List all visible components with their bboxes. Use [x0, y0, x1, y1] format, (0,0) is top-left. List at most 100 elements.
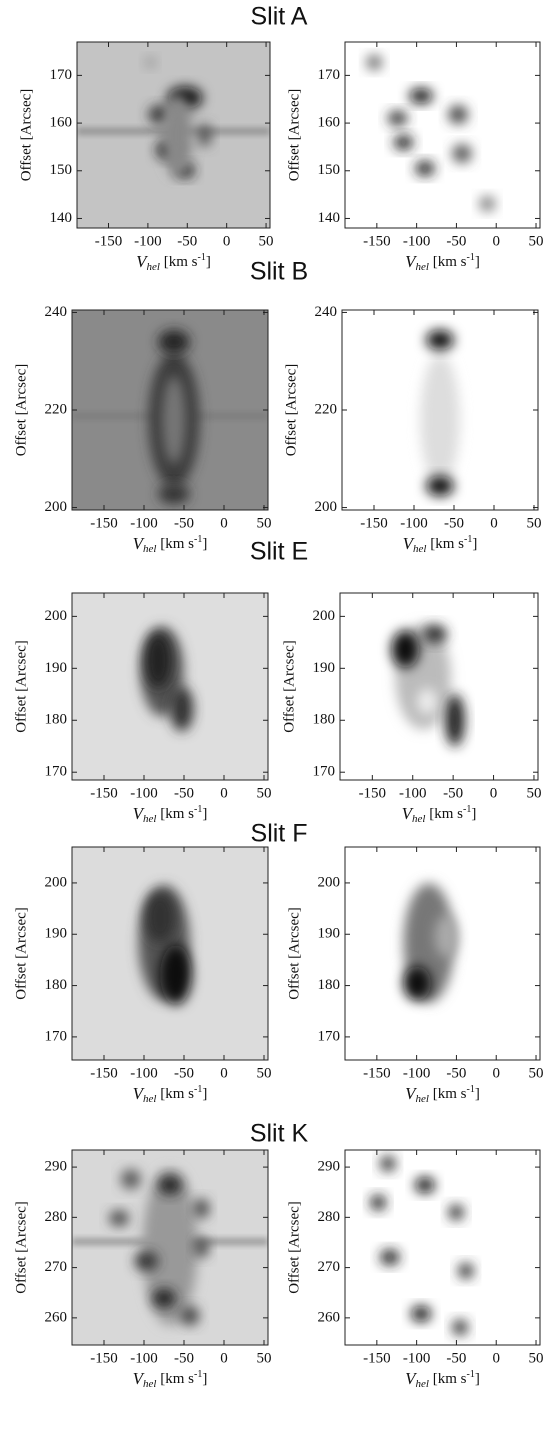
x-tick-label: -150 — [360, 515, 388, 531]
y-tick-label: 220 — [315, 401, 338, 417]
x-tick-label: 0 — [492, 1350, 500, 1366]
x-axis-label: Vhel [km s-1] — [402, 804, 477, 825]
y-tick-label: 140 — [318, 210, 341, 226]
y-tick-label: 200 — [315, 499, 338, 515]
x-tick-label: 0 — [223, 233, 231, 249]
emission-blob — [452, 1319, 468, 1336]
pv-image — [72, 310, 268, 510]
y-axis-label: Offset [Arcsec] — [13, 364, 29, 457]
row-title: Slit B — [250, 258, 308, 286]
x-label-part: V — [405, 252, 418, 271]
x-label-part: hel — [143, 1093, 156, 1105]
x-label-part: V — [405, 1369, 418, 1388]
plot-frame — [339, 592, 539, 781]
emission-blob — [415, 161, 435, 176]
y-tick-label: 270 — [45, 1259, 68, 1275]
emission-blob — [391, 630, 420, 668]
x-label-part: hel — [147, 261, 160, 273]
x-label-part: ] — [202, 536, 207, 552]
x-label-part: -1 — [463, 804, 471, 815]
y-tick-label: 190 — [45, 660, 68, 676]
emission-blob — [158, 1175, 182, 1195]
x-label-part: [km s — [429, 1371, 467, 1387]
y-tick-label: 190 — [313, 660, 336, 676]
y-tick-label: 170 — [318, 1028, 341, 1044]
emission-blob — [458, 1263, 474, 1279]
x-label-part: V — [133, 1084, 146, 1103]
x-label-part: hel — [143, 1378, 156, 1390]
pv-image — [72, 847, 268, 1060]
plot-frame — [344, 846, 541, 1061]
y-tick-label: 200 — [45, 608, 68, 624]
emission-blob — [158, 484, 190, 504]
row-title: Slit K — [250, 1120, 309, 1148]
panel: -150 -100 -50 0 50 170 180 190 200 Vhel [km s-1] O… — [13, 592, 272, 825]
emission-blob — [162, 376, 186, 464]
y-tick-label: 180 — [45, 977, 68, 993]
x-label-part: [km s — [157, 1371, 195, 1387]
emission-blob — [121, 1169, 141, 1189]
emission-blob — [426, 330, 454, 350]
y-tick-label: 240 — [45, 304, 68, 320]
x-axis-label: Vhel [km s-1] — [133, 804, 208, 825]
plot-frame — [71, 846, 269, 1061]
x-label-part: hel — [143, 543, 156, 555]
x-tick-label: -100 — [400, 515, 428, 531]
emission-blob — [423, 624, 447, 644]
y-tick-label: 280 — [318, 1209, 341, 1225]
y-tick-label: 290 — [318, 1159, 341, 1175]
y-axis-label: Offset [Arcsec] — [281, 640, 297, 733]
x-tick-label: -50 — [446, 1065, 466, 1081]
emission-blob — [366, 55, 383, 70]
x-tick-label: -150 — [90, 1065, 118, 1081]
y-axis-label: Offset [Arcsec] — [286, 907, 302, 1000]
x-label-part: [km s — [157, 1086, 195, 1102]
x-tick-label: 50 — [529, 233, 544, 249]
x-tick-label: -50 — [174, 1065, 194, 1081]
x-label-part: hel — [143, 813, 156, 825]
emission-blob — [426, 476, 454, 496]
x-tick-label: 0 — [220, 785, 228, 801]
x-label-part: -1 — [467, 1369, 475, 1380]
emission-blob — [134, 1251, 159, 1271]
image-background — [345, 42, 540, 228]
pv-image — [345, 847, 540, 1060]
emission-blob — [393, 135, 414, 150]
x-tick-label: 50 — [529, 1065, 544, 1081]
x-label-part: [km s — [157, 536, 195, 552]
y-tick-label: 150 — [318, 162, 341, 178]
emission-blob — [380, 1155, 396, 1172]
x-label-part: [km s — [160, 254, 198, 270]
x-label-part: ] — [471, 806, 476, 822]
x-label-part: V — [403, 534, 416, 553]
emission-blob — [403, 966, 431, 1001]
plot-frame — [76, 41, 271, 229]
x-tick-label: -50 — [174, 785, 194, 801]
x-label-part: hel — [416, 1093, 429, 1105]
plot-frame — [344, 1149, 541, 1346]
x-label-part: -1 — [467, 1084, 475, 1095]
x-tick-label: -50 — [446, 1350, 466, 1366]
x-tick-label: -150 — [90, 515, 118, 531]
x-tick-label: 0 — [220, 515, 228, 531]
pv-image — [345, 42, 540, 228]
x-axis-label: Vhel [km s-1] — [136, 252, 211, 273]
image-background — [345, 1150, 540, 1345]
x-axis-label: Vhel [km s-1] — [405, 1084, 480, 1105]
x-label-part: V — [133, 1369, 146, 1388]
x-tick-label: -150 — [90, 785, 118, 801]
emission-blob — [411, 1306, 431, 1322]
panel: -150 -100 -50 0 50 260 270 280 290 Vhel [km s-1] O… — [286, 1149, 544, 1390]
y-tick-label: 200 — [45, 874, 68, 890]
y-tick-label: 200 — [313, 608, 336, 624]
panel: -150 -100 -50 0 50 200 220 240 Vhel [km s-1] Offs… — [13, 304, 271, 555]
x-tick-label: 50 — [526, 785, 541, 801]
emission-blob — [193, 1237, 210, 1258]
y-tick-label: 260 — [318, 1309, 341, 1325]
y-tick-label: 200 — [45, 499, 68, 515]
plot-frame — [344, 41, 541, 229]
y-tick-label: 180 — [45, 712, 68, 728]
y-tick-label: 240 — [315, 304, 338, 320]
emission-blob — [160, 944, 192, 1005]
x-tick-label: 50 — [527, 515, 542, 531]
